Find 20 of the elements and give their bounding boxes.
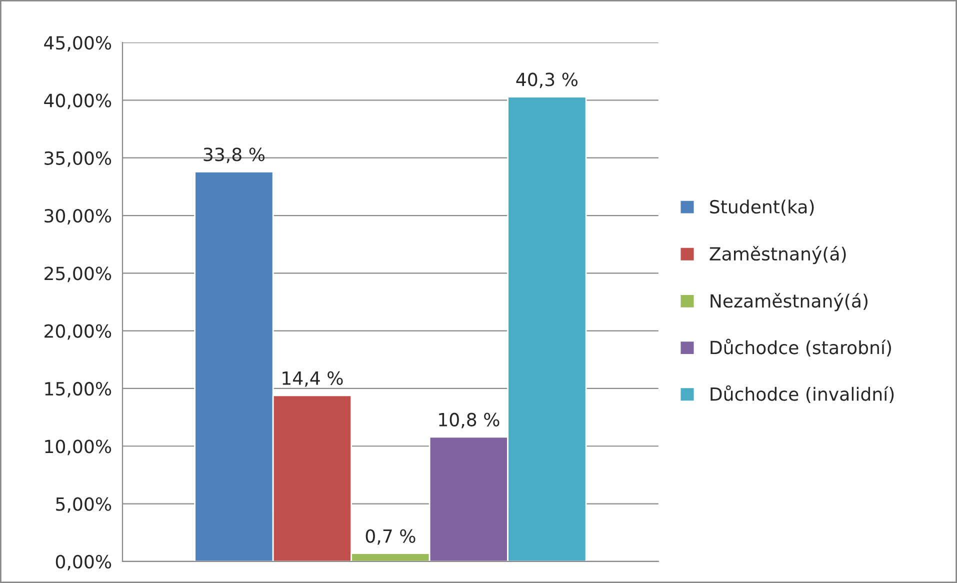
y-tick-label: 20,00% [44, 324, 112, 340]
y-tick-label: 45,00% [44, 36, 112, 52]
legend-label: Důchodce (invalidní) [710, 385, 894, 404]
data-label: 0,7 % [366, 529, 416, 545]
data-label: 14,4 % [282, 371, 343, 387]
y-tick-label: 0,00% [56, 554, 112, 570]
y-tick-label: 40,00% [44, 94, 112, 110]
y-tick-label: 25,00% [44, 266, 112, 282]
data-label: 33,8 % [204, 148, 265, 164]
y-tick-label: 5,00% [56, 497, 112, 513]
y-tick-label: 10,00% [45, 440, 112, 456]
y-tick-label: 35,00% [44, 151, 112, 167]
legend-label: Zaměstnaný(á) [710, 246, 846, 264]
legend-label: Nezaměstnaný(á) [710, 293, 868, 312]
data-label: 10,8 % [439, 412, 500, 428]
legend-label: Student(ka) [710, 200, 814, 216]
y-tick-label: 15,00% [45, 382, 112, 398]
y-tick-label: 30,00% [44, 208, 112, 224]
data-label: 40,3 % [516, 72, 578, 88]
legend-label: Důchodce (starobní) [710, 338, 891, 356]
